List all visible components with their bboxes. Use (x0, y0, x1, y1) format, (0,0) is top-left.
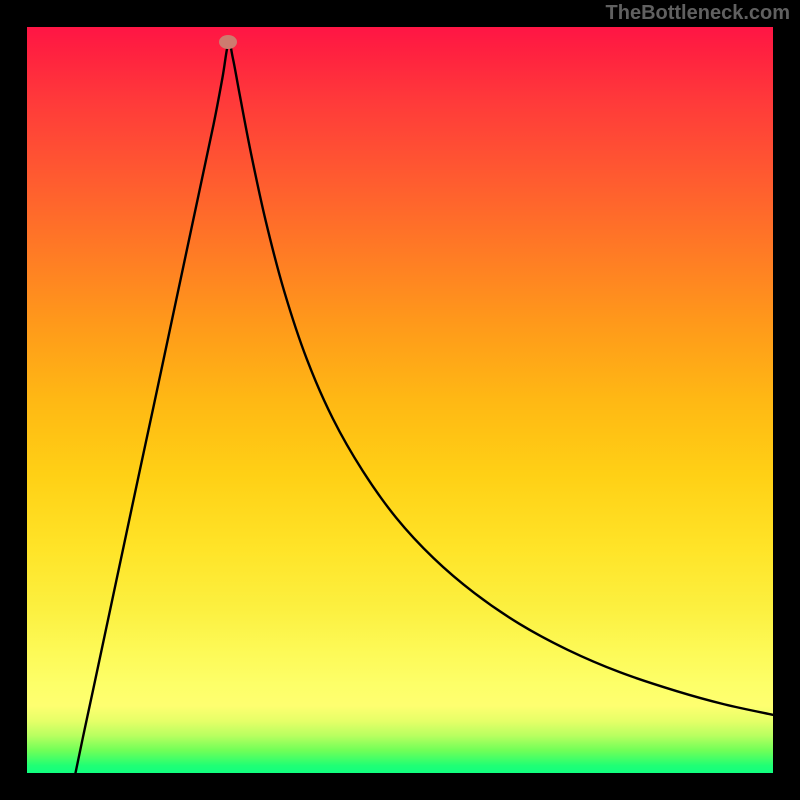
bottleneck-curve (75, 43, 773, 773)
watermark-text: TheBottleneck.com (606, 2, 790, 25)
chart-frame: TheBottleneck.com (0, 0, 800, 800)
plot-area (27, 27, 773, 773)
curve-layer (27, 27, 773, 773)
vertex-marker (219, 35, 237, 49)
